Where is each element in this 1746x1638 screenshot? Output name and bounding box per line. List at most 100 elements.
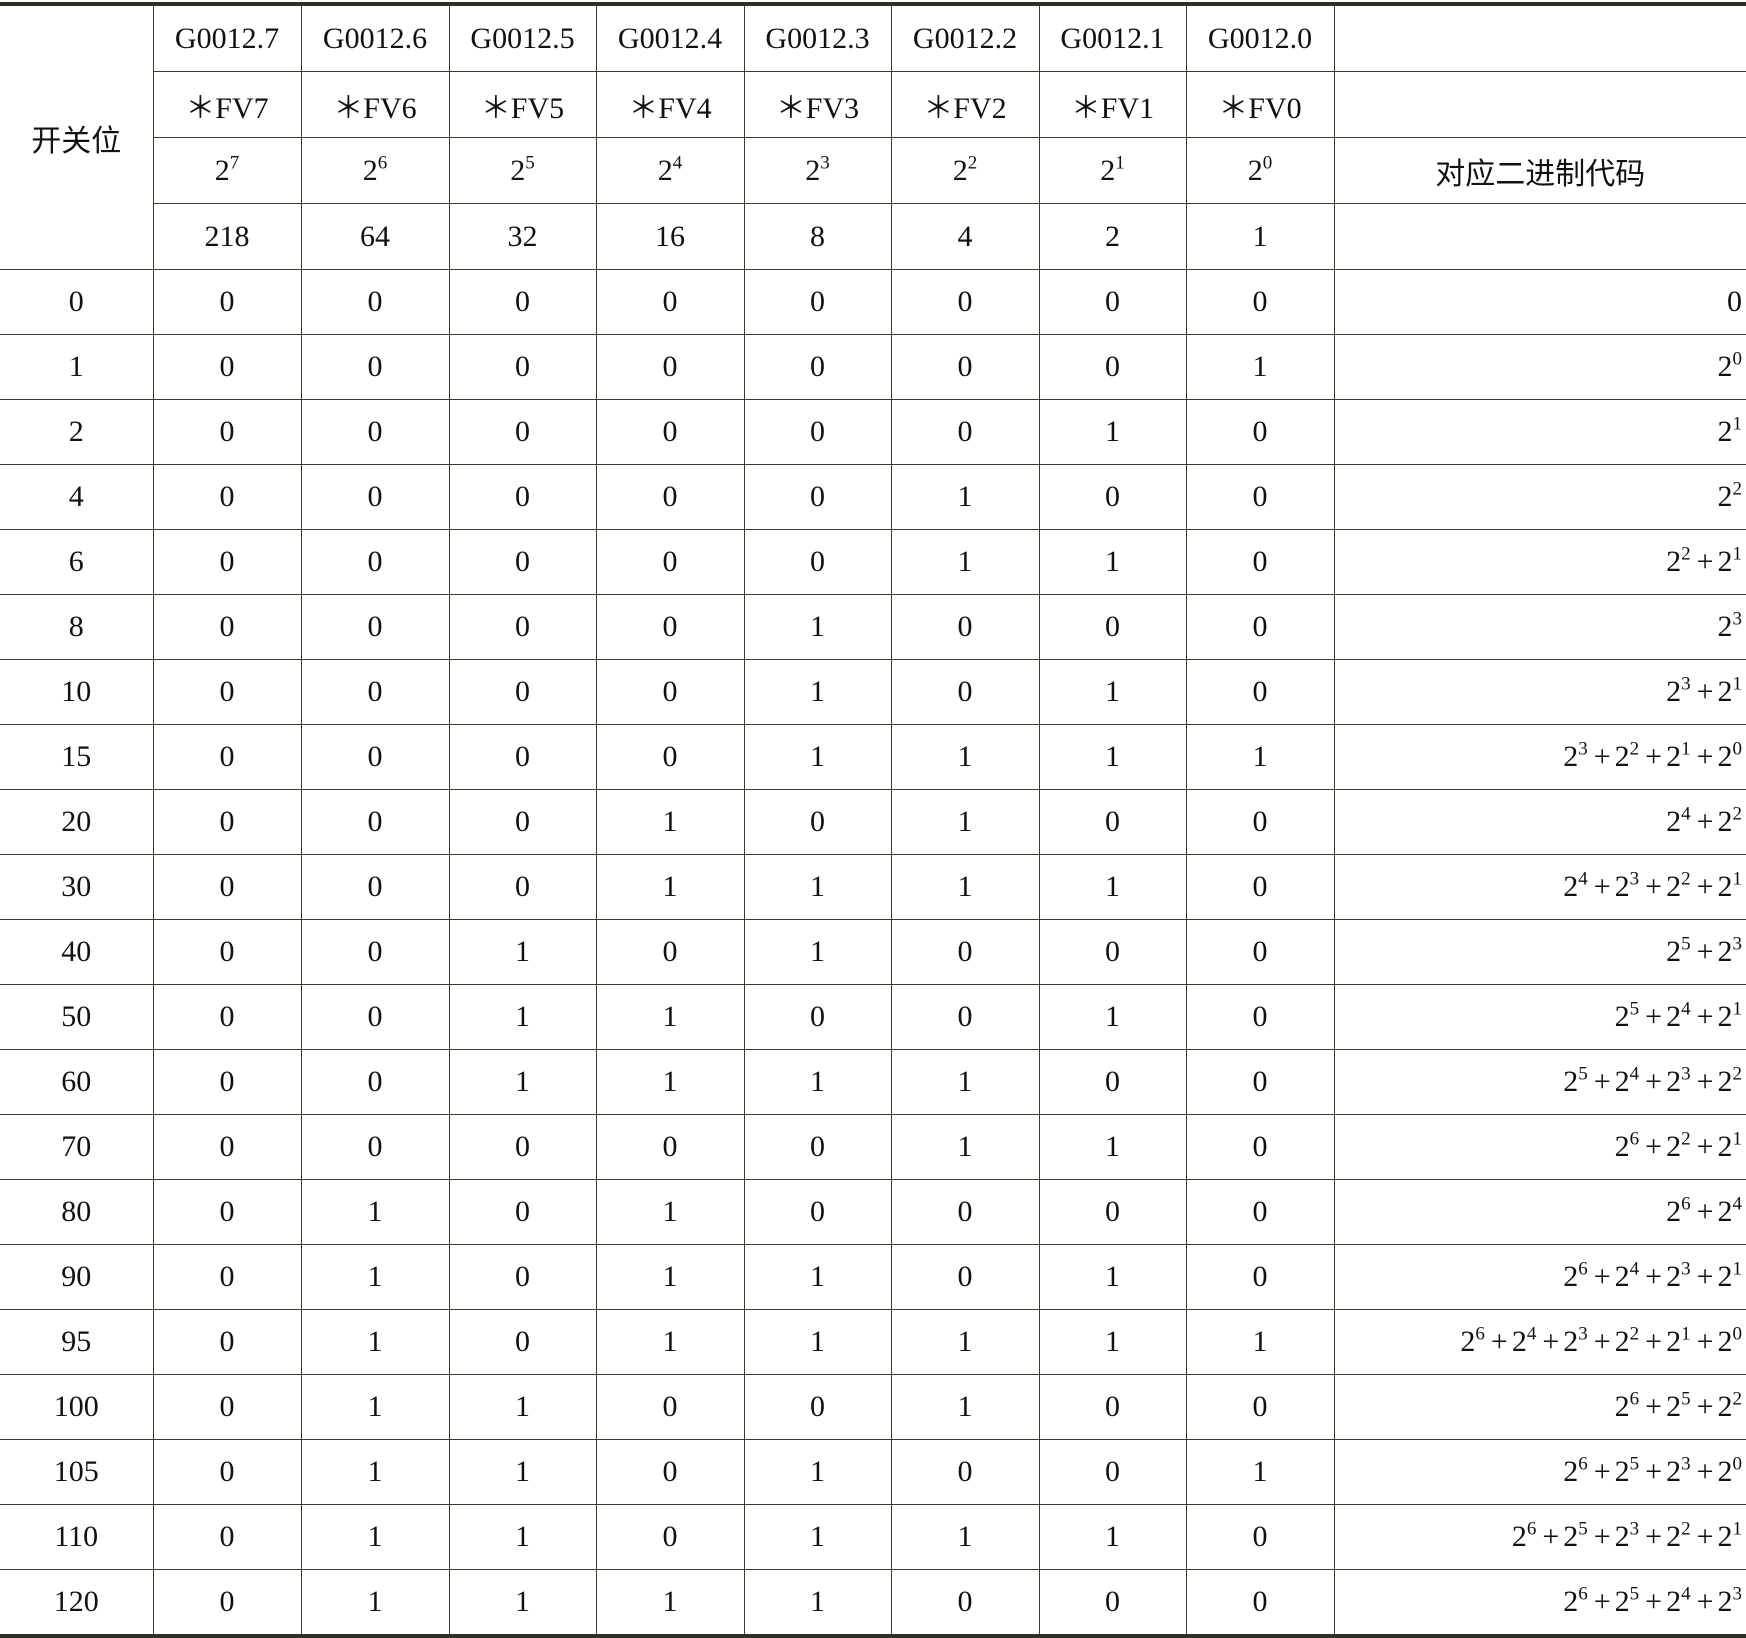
binary-code: 26 +25 +23 +22 +21 (1333, 1504, 1746, 1570)
bit-cell: 0 (1038, 1049, 1187, 1115)
binary-code: 26 +24 +23 +21 (1333, 1244, 1746, 1310)
power-base: 2 (1247, 153, 1263, 187)
plus-sign: + (1645, 1455, 1663, 1488)
plus-sign: + (1696, 1000, 1714, 1033)
bit-cell: 0 (448, 334, 597, 400)
bit-cell: 0 (1185, 1049, 1335, 1115)
power-exponent: 3 (1732, 608, 1743, 630)
plus-sign: + (1696, 1065, 1714, 1098)
power-exponent: 6 (377, 152, 388, 174)
bit-cell: 0 (743, 789, 892, 855)
bit-cell: 1 (448, 919, 597, 985)
power-base: 2 (1717, 545, 1733, 578)
bit-cell: 1 (1038, 659, 1187, 725)
bit-cell: 0 (595, 334, 745, 400)
switch-position: 105 (0, 1439, 154, 1505)
bit-cell: 0 (1185, 399, 1335, 465)
plus-sign: + (1593, 1065, 1611, 1098)
power-base: 2 (952, 153, 968, 187)
bit-cell: 1 (595, 1569, 745, 1638)
bit-cell: 0 (152, 1114, 302, 1180)
power-exponent: 5 (1629, 1583, 1640, 1605)
power-base: 2 (1717, 805, 1733, 838)
signal-header: G0012.5 (448, 2, 597, 72)
power-exponent: 1 (1732, 1258, 1743, 1280)
power-exponent: 4 (1681, 998, 1691, 1020)
table-row: 4 0 0 0 0 0 1 0 0 22 (0, 464, 1746, 530)
plus-sign: + (1696, 1520, 1714, 1553)
binary-code: 24 +23 +22 +21 (1333, 854, 1746, 920)
bit-cell: 0 (1038, 1569, 1187, 1638)
table-row: 40 0 0 1 0 1 0 0 0 25 +23 (0, 919, 1746, 985)
signal-header: G0012.7 (152, 2, 302, 72)
bit-cell: 0 (152, 594, 302, 660)
binary-code: 25 +24 +21 (1333, 984, 1746, 1050)
power-exponent: 4 (672, 152, 683, 174)
bit-cell: 1 (595, 1244, 745, 1310)
bit-cell: 1 (1038, 1309, 1187, 1375)
bit-cell: 0 (743, 1374, 892, 1440)
bit-cell: 1 (890, 529, 1040, 595)
power-exponent: 3 (1629, 1518, 1640, 1540)
bit-cell: 0 (743, 529, 892, 595)
bit-cell: 0 (1038, 1374, 1187, 1440)
bit-cell: 0 (1038, 464, 1187, 530)
power-base: 2 (805, 153, 821, 187)
power-exponent: 0 (1262, 152, 1273, 174)
power-base: 2 (1614, 870, 1630, 903)
power-exponent: 5 (1681, 1388, 1691, 1410)
power-exponent: 1 (1732, 998, 1743, 1020)
bit-cell: 0 (300, 269, 450, 335)
power-exponent: 2 (1732, 1063, 1743, 1085)
bit-cell: 0 (743, 1114, 892, 1180)
bit-cell: 0 (890, 1569, 1040, 1638)
bit-cell: 0 (1185, 269, 1335, 335)
bit-cell: 0 (595, 269, 745, 335)
bit-cell: 0 (1038, 1179, 1187, 1245)
power-base: 2 (1614, 1325, 1630, 1358)
bit-cell: 0 (595, 464, 745, 530)
code-header: 对应二进制代码 (1333, 137, 1746, 204)
bit-cell: 0 (448, 1114, 597, 1180)
switch-position: 110 (0, 1504, 154, 1570)
fv-header: ＊FV7 (153, 71, 302, 138)
bit-cell: 0 (152, 1504, 302, 1570)
power-base: 2 (1666, 1455, 1682, 1488)
weight-header: 64 (300, 203, 450, 270)
bit-cell: 0 (743, 1179, 892, 1245)
bit-cell: 0 (152, 334, 302, 400)
bit-cell: 0 (300, 464, 450, 530)
power-exponent: 2 (1681, 1518, 1691, 1540)
plus-sign: + (1696, 1455, 1714, 1488)
bit-cell: 1 (1038, 724, 1187, 790)
bit-cell: 1 (1185, 1309, 1335, 1375)
bit-cell: 1 (743, 594, 892, 660)
plus-sign: + (1696, 545, 1714, 578)
bit-cell: 0 (595, 594, 745, 660)
power-exponent: 6 (1629, 1388, 1640, 1410)
power-base: 2 (1717, 740, 1733, 773)
power-exponent: 1 (1732, 543, 1743, 565)
power-exponent: 4 (1732, 1193, 1743, 1215)
power-base: 2 (1717, 1195, 1733, 1228)
power-base: 2 (1666, 1325, 1682, 1358)
switch-position: 10 (0, 659, 154, 725)
power-exponent: 3 (1681, 1258, 1691, 1280)
plus-sign: + (1490, 1325, 1508, 1358)
table-row: 70 0 0 0 0 0 1 1 0 26 +22 +21 (0, 1114, 1746, 1180)
bit-cell: 0 (448, 659, 597, 725)
bit-cell: 0 (1185, 1244, 1335, 1310)
plus-sign: + (1696, 870, 1714, 903)
bit-cell: 1 (743, 854, 892, 920)
bit-cell: 1 (595, 1309, 745, 1375)
power-base: 2 (1614, 1130, 1630, 1163)
plus-sign: + (1645, 1520, 1663, 1553)
bit-cell: 0 (152, 1374, 302, 1440)
table-row: 1 0 0 0 0 0 0 0 1 20 (0, 334, 1746, 400)
power-exponent: 0 (1732, 1453, 1743, 1475)
power-exponent: 3 (1681, 673, 1691, 695)
power-base: 2 (1717, 1065, 1733, 1098)
power-header: 20 (1185, 137, 1335, 204)
power-base: 2 (1666, 935, 1682, 968)
fv-header: ＊FV0 (1185, 71, 1335, 138)
